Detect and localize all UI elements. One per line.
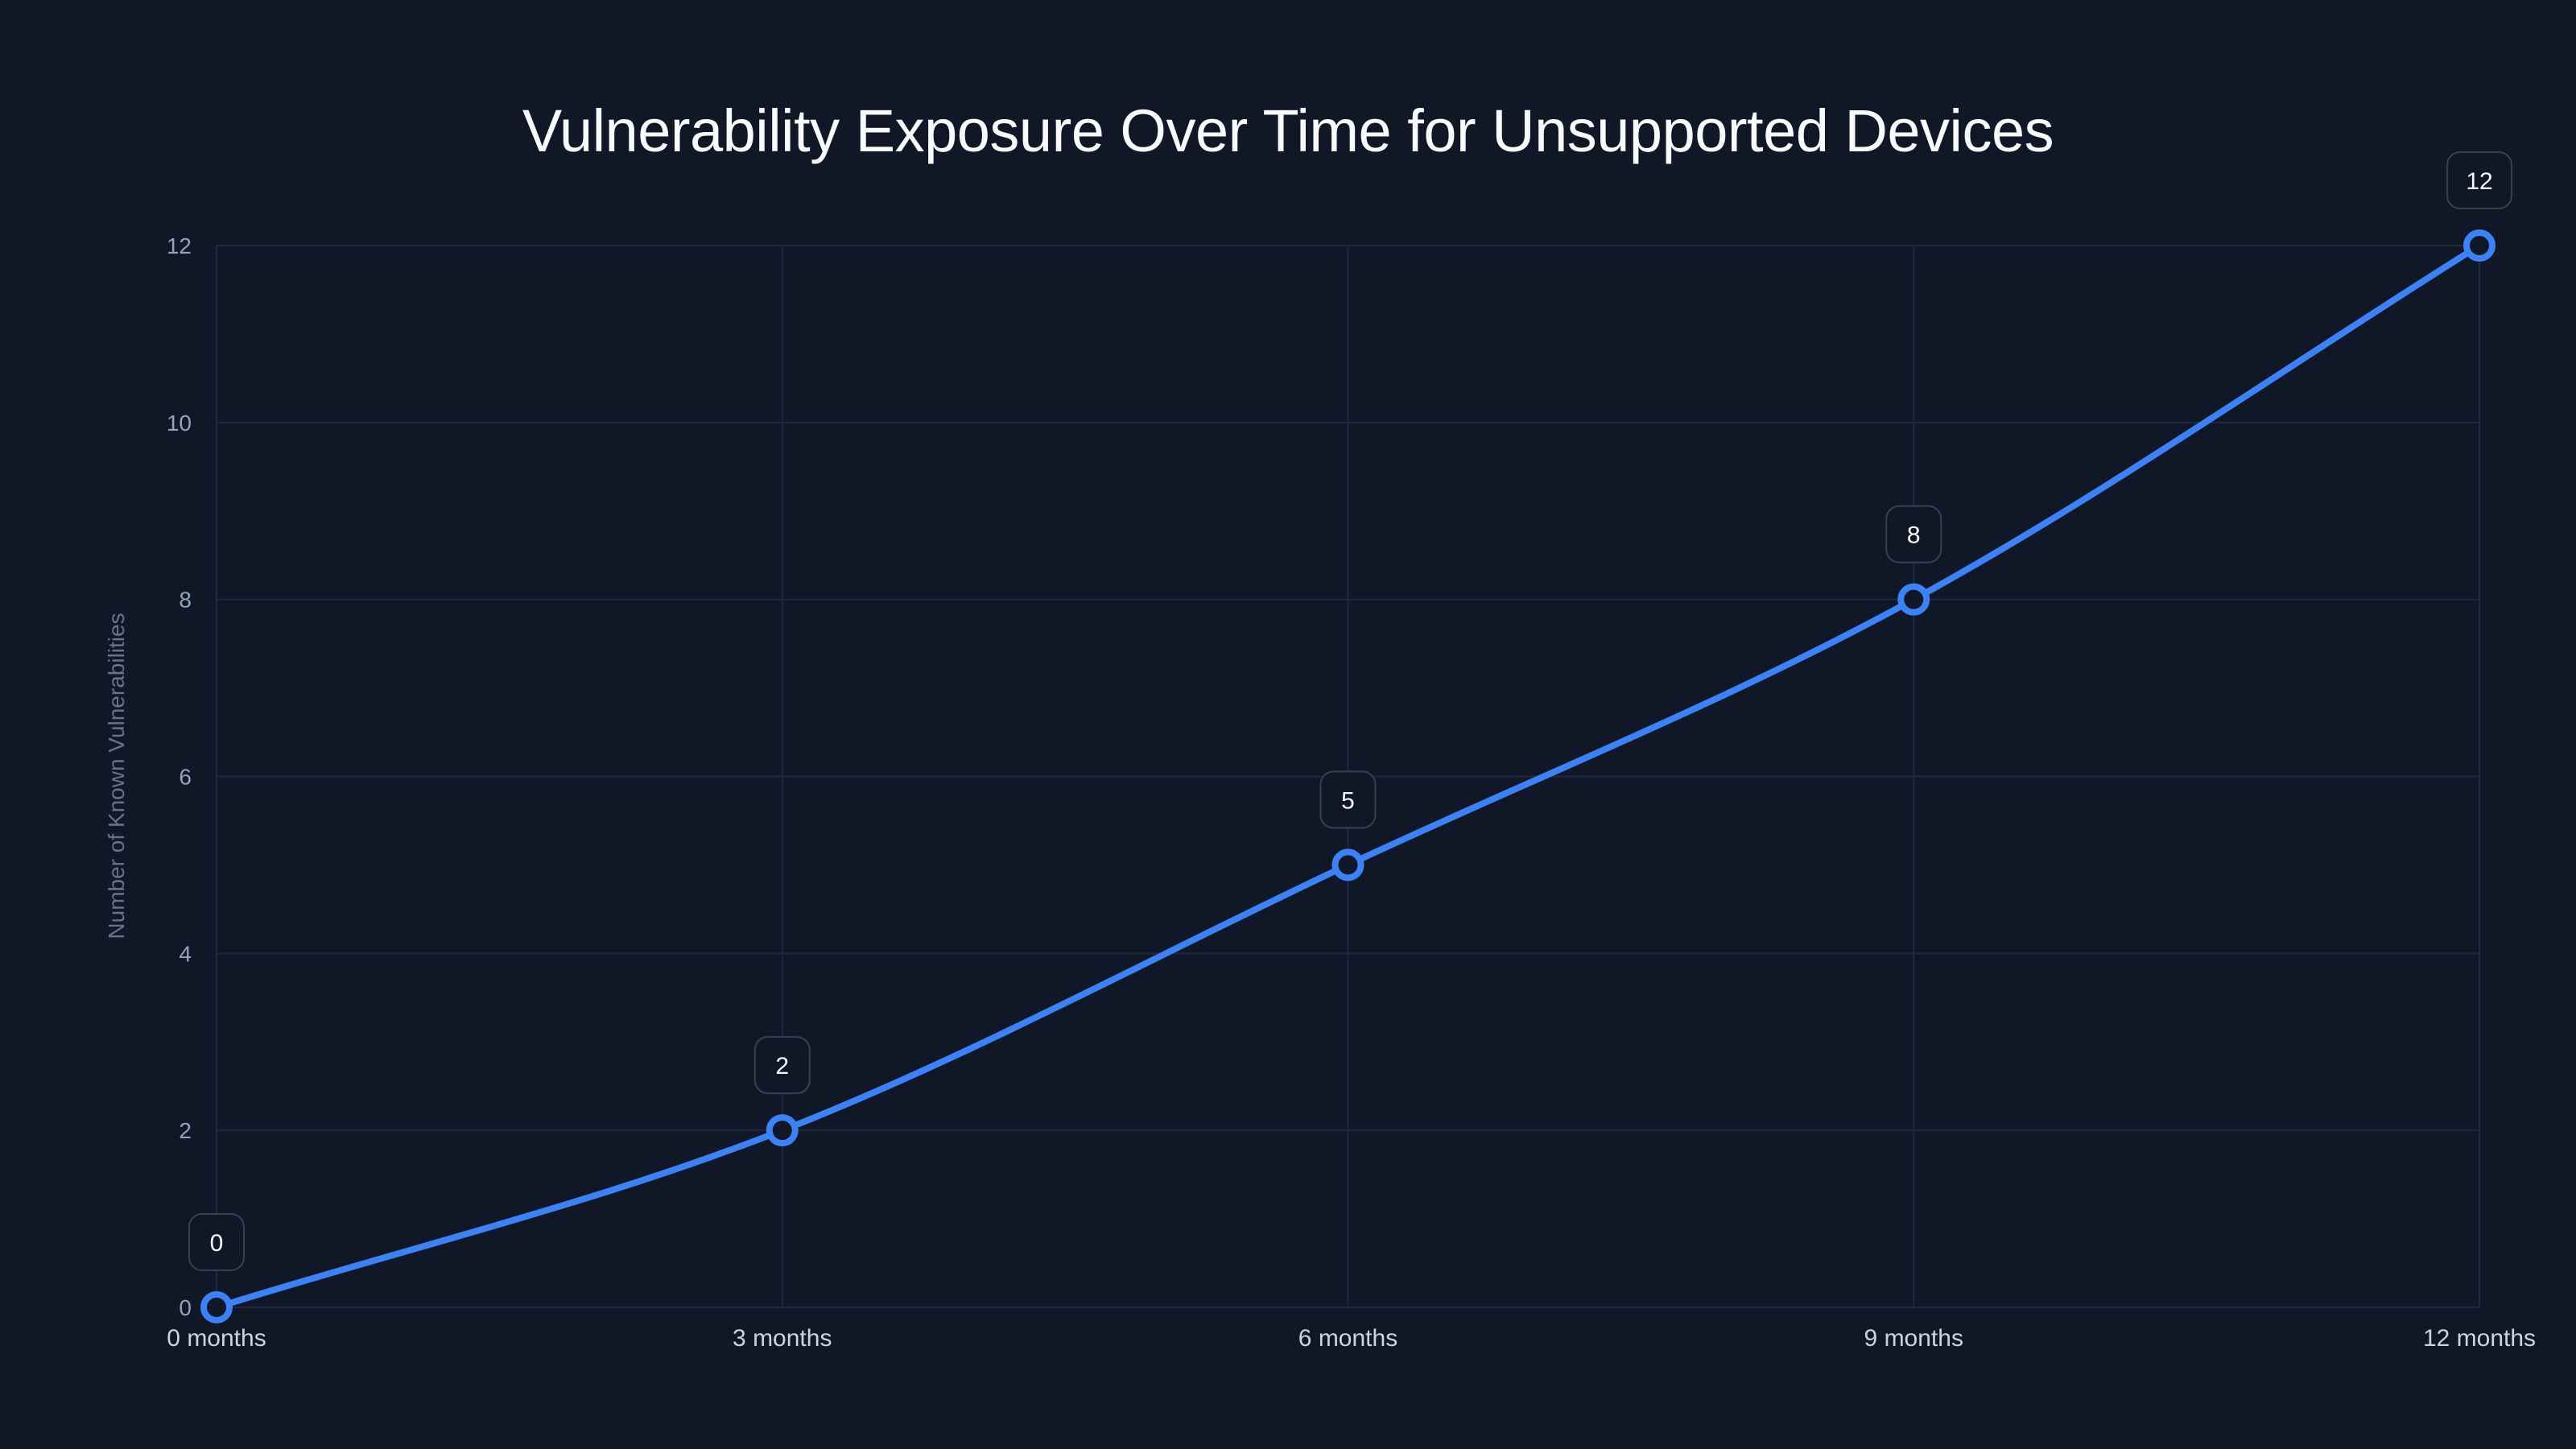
data-label-box xyxy=(1319,770,1377,829)
data-point-marker xyxy=(1331,848,1364,881)
x-tick-label: 6 months xyxy=(1298,1325,1397,1352)
y-axis-label: Number of Known Vulnerabilities xyxy=(104,613,129,939)
y-tick-label: 4 xyxy=(179,941,192,966)
data-label-text: 2 xyxy=(775,1053,789,1080)
chart-title: Vulnerability Exposure Over Time for Uns… xyxy=(522,97,2054,164)
data-label-text: 5 xyxy=(1341,787,1355,814)
x-tick-label: 12 months xyxy=(2423,1325,2536,1352)
data-label-box xyxy=(1885,505,1942,564)
data-label-text: 8 xyxy=(1907,522,1921,549)
data-point-marker xyxy=(200,1291,233,1323)
x-tick-label: 3 months xyxy=(733,1325,832,1352)
x-tick-label: 9 months xyxy=(1864,1325,1963,1352)
data-label: 12 xyxy=(2446,151,2512,209)
data-point-marker xyxy=(1897,583,1930,616)
y-tick-label: 8 xyxy=(179,588,192,613)
data-label-box xyxy=(188,1213,245,1271)
y-tick-label: 2 xyxy=(179,1118,192,1143)
data-label-box xyxy=(753,1036,811,1095)
data-label-text: 0 xyxy=(210,1230,224,1257)
data-point-markers xyxy=(200,229,2496,1323)
data-label: 5 xyxy=(1319,770,1377,829)
data-point-marker xyxy=(2463,229,2496,262)
data-label: 0 xyxy=(188,1213,245,1271)
y-tick-label: 10 xyxy=(167,411,192,436)
x-tick-label: 0 months xyxy=(167,1325,266,1352)
data-labels: 0 2 5 8 12 xyxy=(188,151,2512,1271)
y-tick-label: 12 xyxy=(167,233,192,258)
data-label-text: 12 xyxy=(2466,168,2492,195)
data-point-marker xyxy=(766,1114,799,1147)
y-tick-label: 6 xyxy=(179,765,192,790)
y-axis-ticks: 0 2 4 6 8 10 12 xyxy=(167,233,192,1320)
y-tick-label: 0 xyxy=(179,1295,192,1320)
data-label-box xyxy=(2446,151,2512,209)
gridlines xyxy=(216,245,2480,1308)
x-axis-ticks: 0 months 3 months 6 months 9 months 12 month… xyxy=(167,1325,2536,1352)
data-label: 8 xyxy=(1885,505,1942,564)
data-label: 2 xyxy=(753,1036,811,1095)
